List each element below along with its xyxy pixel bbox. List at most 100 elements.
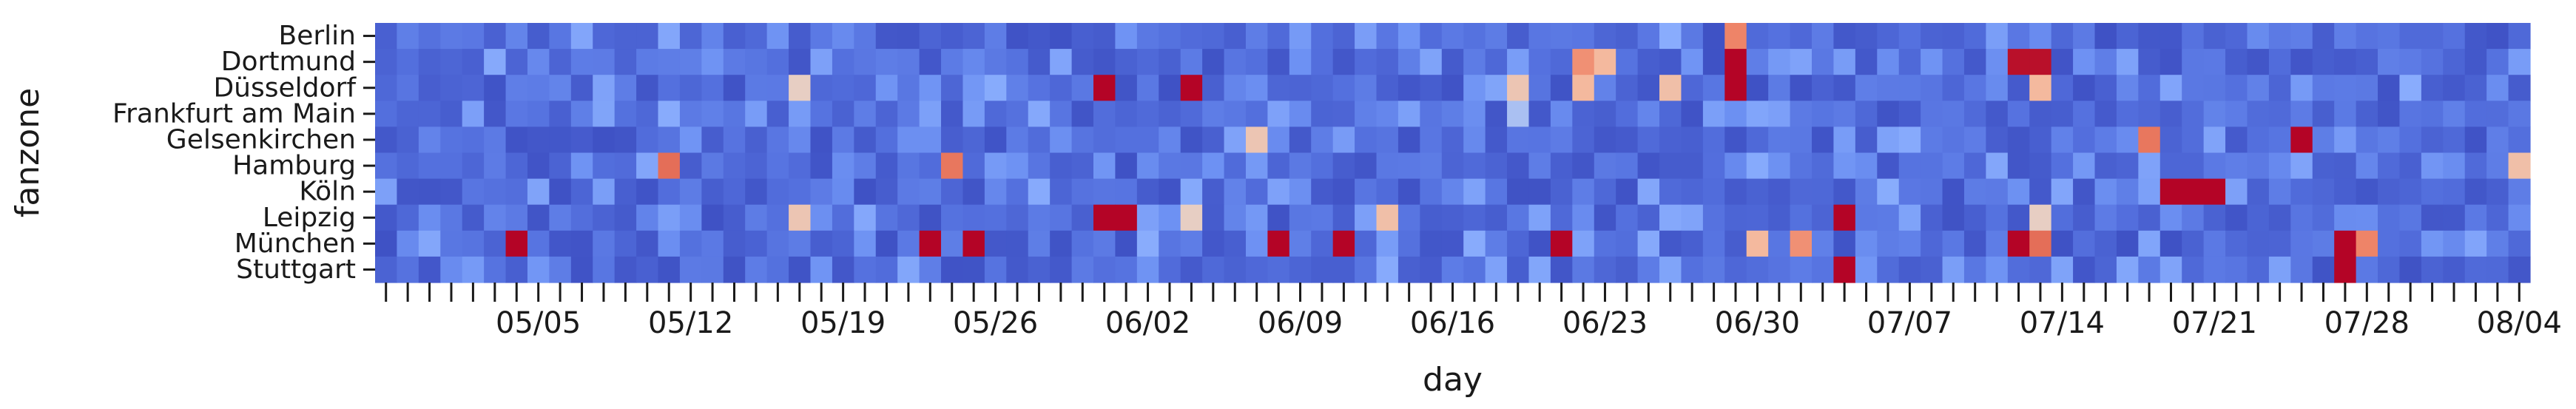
heatmap-cell xyxy=(897,101,920,127)
heatmap-cell xyxy=(1463,101,1486,127)
heatmap-cell xyxy=(941,75,964,101)
heatmap-cell xyxy=(2290,152,2313,180)
heatmap-cell xyxy=(723,204,746,231)
heatmap-cell xyxy=(1420,101,1443,127)
heatmap-cell xyxy=(2247,178,2270,206)
heatmap-cell xyxy=(2421,23,2444,50)
heatmap-cell xyxy=(505,256,528,283)
heatmap-cell xyxy=(1681,152,1704,180)
heatmap-cell xyxy=(962,23,985,50)
heatmap-cell xyxy=(1637,23,1660,50)
heatmap-cell xyxy=(1485,101,1508,127)
heatmap-cell xyxy=(1202,256,1225,283)
heatmap-cells xyxy=(375,23,2531,283)
heatmap-cell xyxy=(1877,256,1900,283)
heatmap-cell xyxy=(1855,230,1878,257)
heatmap-cell xyxy=(1550,204,1573,231)
heatmap-cell xyxy=(484,49,507,75)
heatmap-cell xyxy=(2203,75,2226,101)
heatmap-cell xyxy=(2116,126,2139,154)
heatmap-cell xyxy=(1441,75,1464,101)
heatmap-cell xyxy=(1942,23,1965,50)
heatmap-cell xyxy=(1397,101,1420,127)
heatmap-cell xyxy=(2007,256,2030,283)
heatmap-cell xyxy=(593,204,616,231)
heatmap-cell xyxy=(1050,230,1073,257)
heatmap-cell xyxy=(1376,152,1399,180)
heatmap-cell xyxy=(1093,126,1116,154)
heatmap-cell xyxy=(2268,204,2291,231)
heatmap-cell xyxy=(1376,230,1399,257)
heatmap-cell xyxy=(1572,256,1595,283)
heatmap-cell xyxy=(484,152,507,180)
heatmap-cell xyxy=(1050,49,1073,75)
heatmap-cell xyxy=(810,204,833,231)
heatmap-cell xyxy=(723,152,746,180)
heatmap-cell xyxy=(658,126,681,154)
heatmap-cell xyxy=(1572,49,1595,75)
heatmap-cell xyxy=(1702,23,1725,50)
x-tick-label: 06/02 xyxy=(1105,306,1190,340)
heatmap-cell xyxy=(1833,178,1856,206)
heatmap-cell xyxy=(2116,256,2139,283)
heatmap-cell xyxy=(2334,126,2357,154)
heatmap-cell xyxy=(745,49,768,75)
heatmap-cell xyxy=(1224,152,1247,180)
heatmap-cell xyxy=(440,256,463,283)
heatmap-cell xyxy=(1986,204,2009,231)
heatmap-cell xyxy=(636,75,659,101)
heatmap-cell xyxy=(810,23,833,50)
heatmap-cell xyxy=(1180,230,1203,257)
heatmap-cell xyxy=(919,75,942,101)
heatmap-cell xyxy=(593,256,616,283)
heatmap-cell xyxy=(1572,126,1595,154)
heatmap-cell xyxy=(701,230,724,257)
heatmap-cell xyxy=(2116,178,2139,206)
heatmap-cell xyxy=(745,152,768,180)
heatmap-cell xyxy=(745,23,768,50)
heatmap-cell xyxy=(1986,75,2009,101)
heatmap-cell xyxy=(1812,256,1835,283)
heatmap-cell xyxy=(2159,152,2182,180)
heatmap-cell xyxy=(1267,101,1290,127)
heatmap-cell xyxy=(593,101,616,127)
heatmap-cell xyxy=(1267,49,1290,75)
heatmap-cell xyxy=(484,178,507,206)
heatmap-cell xyxy=(1702,230,1725,257)
heatmap-cell xyxy=(636,256,659,283)
heatmap-cell xyxy=(1463,230,1486,257)
heatmap-cell xyxy=(2073,204,2096,231)
heatmap-cell xyxy=(854,204,877,231)
heatmap-cell xyxy=(1528,101,1551,127)
heatmap-cell xyxy=(1159,230,1181,257)
heatmap-cell xyxy=(2290,75,2313,101)
heatmap-cell xyxy=(1463,126,1486,154)
heatmap-cell xyxy=(1071,49,1094,75)
heatmap-cell xyxy=(2138,101,2161,127)
heatmap-cell xyxy=(2508,204,2531,231)
heatmap-cell xyxy=(1681,101,1704,127)
heatmap-cell xyxy=(1963,256,1986,283)
heatmap-cell xyxy=(1355,23,1378,50)
heatmap-cell xyxy=(1136,204,1159,231)
heatmap-cell xyxy=(1136,178,1159,206)
heatmap-cell xyxy=(1550,178,1573,206)
heatmap-cell xyxy=(1812,230,1835,257)
heatmap-cell xyxy=(1963,152,1986,180)
heatmap-cell xyxy=(2356,256,2378,283)
heatmap-cell xyxy=(375,49,398,75)
heatmap-cell xyxy=(1572,23,1595,50)
heatmap-cell xyxy=(2464,178,2487,206)
heatmap-cell xyxy=(2073,23,2096,50)
heatmap-cell xyxy=(1463,204,1486,231)
heatmap-cell xyxy=(2399,101,2422,127)
heatmap-cell xyxy=(527,178,550,206)
heatmap-cell xyxy=(1224,204,1247,231)
heatmap-cell xyxy=(1093,75,1116,101)
heatmap-cell xyxy=(2486,75,2509,101)
heatmap-cell xyxy=(505,101,528,127)
heatmap-cell xyxy=(854,230,877,257)
heatmap-cell xyxy=(2378,178,2401,206)
heatmap-cell xyxy=(1768,152,1791,180)
